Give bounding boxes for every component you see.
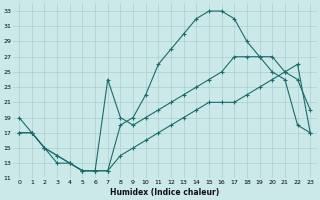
X-axis label: Humidex (Indice chaleur): Humidex (Indice chaleur) xyxy=(110,188,219,197)
